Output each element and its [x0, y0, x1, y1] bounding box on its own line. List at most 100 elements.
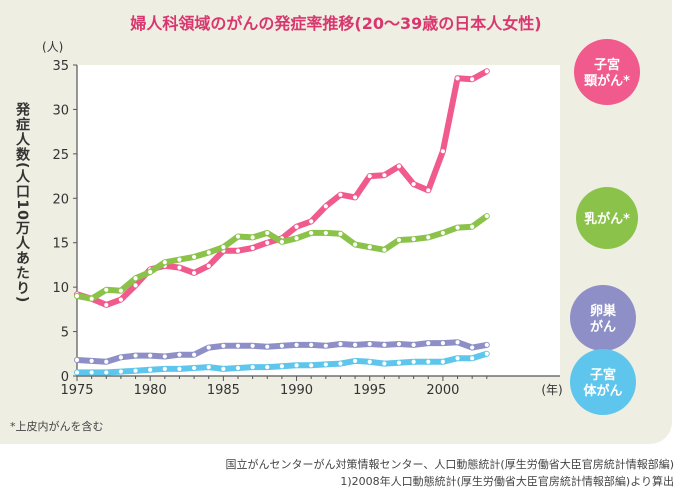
data-point: [382, 342, 387, 347]
data-point: [367, 245, 372, 250]
data-point: [235, 365, 241, 371]
x-tick-label: 1995: [353, 383, 386, 398]
data-point: [133, 276, 138, 281]
data-point: [309, 342, 314, 347]
data-point: [177, 265, 182, 270]
data-point: [338, 192, 343, 197]
data-point: [338, 361, 343, 366]
data-point: [411, 359, 416, 364]
data-point: [382, 247, 387, 252]
data-point: [104, 302, 109, 308]
legend-bubble: [570, 285, 636, 351]
data-point: [177, 257, 182, 262]
data-point: [396, 237, 402, 243]
data-point: [367, 341, 372, 347]
y-axis-label: 発症人数(人口10万人あたり): [14, 102, 30, 304]
data-point: [440, 149, 446, 154]
data-point: [470, 224, 475, 229]
data-point: [265, 240, 270, 245]
legend-label: 卵巣: [590, 303, 617, 319]
data-point: [191, 254, 197, 260]
legend-bubble: [574, 39, 640, 105]
data-point: [484, 213, 489, 219]
data-point: [470, 356, 475, 361]
data-point: [411, 342, 416, 347]
data-point: [484, 69, 489, 74]
x-tick-label: 1990: [280, 383, 313, 398]
legend-bubble: [570, 349, 636, 415]
data-point: [279, 364, 285, 369]
data-point: [148, 269, 153, 275]
data-point: [309, 219, 314, 224]
data-point: [382, 361, 387, 366]
legend-label: 頸がん*: [584, 73, 630, 89]
data-point: [484, 351, 489, 356]
data-point: [426, 341, 431, 346]
data-point: [455, 76, 460, 81]
data-point: [265, 365, 270, 370]
x-tick-label: 1985: [207, 383, 240, 398]
data-point: [221, 245, 226, 250]
source-note: 国立がんセンターがん対策情報センター、人口動態統計(厚生労働省大臣官房統計情報部…: [226, 456, 674, 490]
data-point: [133, 283, 138, 288]
y-tick-label: 35: [52, 59, 69, 74]
data-point: [206, 365, 211, 370]
plot-area: [77, 65, 560, 376]
data-point: [104, 359, 109, 364]
data-point: [206, 263, 211, 268]
data-point: [294, 224, 299, 229]
data-point: [309, 363, 314, 368]
data-point: [148, 353, 153, 358]
data-point: [206, 345, 211, 350]
data-point: [367, 359, 372, 364]
data-point: [279, 239, 285, 244]
y-tick-label: 5: [61, 326, 69, 341]
data-point: [455, 340, 460, 345]
data-point: [352, 195, 358, 200]
data-point: [250, 245, 255, 251]
data-point: [309, 230, 314, 236]
y-unit-label: (人): [42, 40, 63, 54]
data-point: [250, 343, 255, 348]
legend-bubble: [576, 187, 638, 249]
y-tick-label: 15: [52, 237, 69, 252]
data-point: [191, 352, 197, 357]
data-point: [279, 343, 285, 348]
data-point: [265, 344, 270, 349]
data-point: [89, 358, 94, 363]
data-point: [455, 225, 460, 230]
legend-label: 子宮: [590, 367, 616, 383]
data-point: [396, 341, 402, 347]
x-tick-label: 1980: [134, 383, 167, 398]
legend-label: がん: [590, 319, 616, 335]
data-point: [323, 362, 328, 367]
data-point: [118, 369, 124, 374]
data-point: [133, 353, 138, 358]
data-point: [440, 359, 446, 364]
data-point: [411, 237, 416, 242]
data-point: [104, 370, 109, 375]
data-point: [89, 296, 94, 301]
legend-label: 乳がん*: [584, 211, 630, 227]
data-point: [294, 363, 299, 368]
data-point: [294, 342, 299, 347]
data-point: [484, 342, 489, 347]
legend-label: 子宮: [594, 57, 620, 73]
data-point: [367, 173, 372, 179]
data-point: [352, 342, 358, 347]
data-point: [426, 188, 431, 193]
data-point: [118, 355, 124, 360]
data-point: [323, 230, 328, 236]
data-point: [352, 242, 358, 247]
data-point: [221, 343, 226, 348]
data-point: [235, 248, 241, 253]
x-unit-label: (年): [541, 383, 562, 397]
chart-title: 婦人科領域のがんの発症率推移(20〜39歳の日本人女性): [130, 14, 542, 33]
x-tick-label: 2000: [426, 383, 459, 398]
data-point: [411, 181, 416, 187]
data-point: [133, 368, 138, 373]
footnote: *上皮内がんを含む: [10, 420, 104, 433]
y-tick-label: 30: [52, 103, 69, 118]
data-point: [470, 77, 475, 82]
